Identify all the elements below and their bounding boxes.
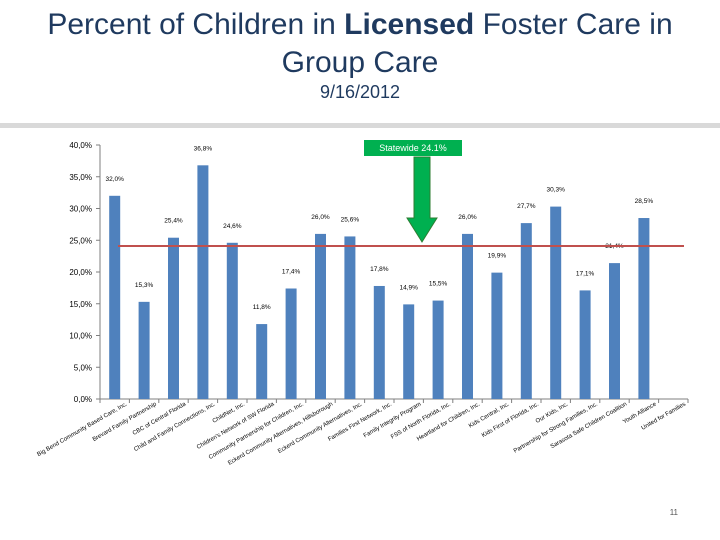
bar [197, 165, 209, 399]
statewide-arrow-icon [406, 156, 438, 243]
bar-value-label: 11,8% [253, 304, 271, 311]
bar-value-label: 26,0% [311, 214, 330, 221]
bar [256, 324, 268, 399]
bar [109, 195, 121, 399]
bar-value-label: 25,6% [341, 216, 360, 223]
bar [373, 285, 385, 399]
bar [520, 223, 532, 399]
y-tick-label: 40,0% [69, 141, 92, 150]
y-tick-label: 10,0% [69, 332, 92, 341]
page-number: 11 [669, 508, 678, 517]
bar-value-label: 14,9% [399, 284, 418, 291]
bar-value-label: 19,9% [488, 253, 507, 260]
report-date: 9/16/2012 [319, 82, 401, 102]
page-title-line2: Group Care [281, 46, 439, 79]
bar-value-label: 36,8% [194, 145, 213, 152]
page-title: Percent of Children in Licensed Foster C… [47, 8, 673, 79]
bar-value-label: 15,5% [429, 281, 448, 288]
bar [344, 236, 356, 399]
bar-value-label: 26,0% [458, 214, 477, 221]
bar-value-label: 17,8% [370, 266, 389, 273]
bar-value-label: 24,6% [223, 223, 242, 230]
bar [432, 300, 444, 399]
y-tick-label: 35,0% [69, 173, 92, 182]
bar-value-label: 27,7% [517, 203, 536, 210]
bar [550, 206, 562, 399]
bar [579, 290, 591, 399]
bar [168, 237, 179, 399]
bar [609, 263, 620, 399]
y-tick-label: 5,0% [74, 363, 92, 372]
bar-value-label: 17,4% [282, 269, 301, 276]
bar [138, 301, 150, 399]
bar-value-label: 32,0% [105, 176, 124, 183]
y-tick-label: 25,0% [69, 236, 92, 245]
statewide-label: Statewide 24.1% [379, 143, 447, 153]
bar [638, 218, 650, 399]
bar [462, 233, 473, 399]
bar [403, 304, 415, 399]
bar-value-label: 15,3% [135, 282, 154, 289]
statewide-callout: Statewide 24.1% [364, 140, 462, 156]
y-tick-label: 0,0% [74, 395, 92, 404]
y-tick-label: 20,0% [69, 268, 92, 277]
bar-chart: 0,0% 5,0% 10,0% 15,0% 20,0% 25,0% 30,0% 35,0% 40… [36, 141, 689, 467]
bar [491, 272, 503, 399]
bar-value-label: 30,3% [546, 187, 565, 194]
x-category-label: Eckerd Community Alternatives, Hillsboro… [227, 402, 334, 467]
y-tick-label: 30,0% [69, 205, 92, 214]
bar-value-label: 28,5% [635, 198, 654, 205]
bar-value-label: 17,1% [576, 270, 595, 277]
bar-value-label: 25,4% [164, 218, 183, 225]
header-divider [0, 123, 720, 128]
bar [226, 242, 238, 399]
bar [285, 288, 297, 399]
bar [315, 233, 326, 399]
title-emphasis: Licensed [344, 8, 475, 41]
y-tick-label: 15,0% [69, 300, 92, 309]
x-category-label: Kids First of Florida, Inc. [481, 401, 540, 439]
